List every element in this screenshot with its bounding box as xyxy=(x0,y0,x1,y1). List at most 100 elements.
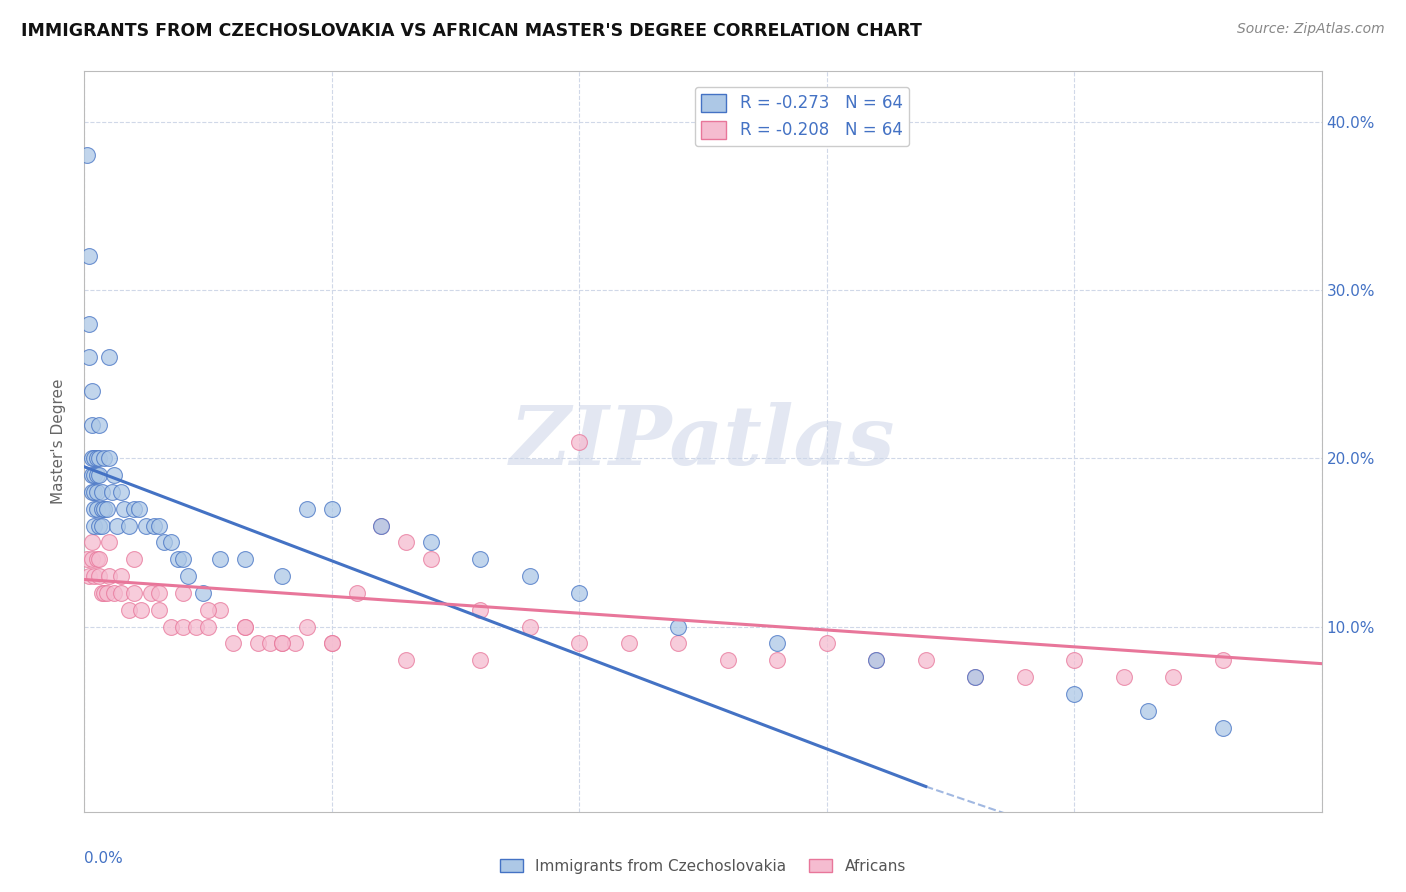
Point xyxy=(76,552,98,566)
Point xyxy=(86,468,108,483)
Point xyxy=(110,485,132,500)
Point xyxy=(118,518,141,533)
Point xyxy=(617,636,640,650)
Point xyxy=(160,535,183,549)
Point xyxy=(79,249,101,264)
Legend: R = -0.273   N = 64, R = -0.208   N = 64: R = -0.273 N = 64, R = -0.208 N = 64 xyxy=(695,87,910,146)
Point xyxy=(470,653,492,667)
Point xyxy=(89,518,111,533)
Point xyxy=(271,569,294,583)
Point xyxy=(80,535,103,549)
Point xyxy=(965,670,987,684)
Point xyxy=(103,586,125,600)
Point xyxy=(271,636,294,650)
Point xyxy=(259,636,281,650)
Point xyxy=(122,552,145,566)
Point xyxy=(815,636,838,650)
Point xyxy=(519,569,541,583)
Point xyxy=(148,586,170,600)
Point xyxy=(1212,653,1234,667)
Point xyxy=(470,552,492,566)
Point xyxy=(766,636,789,650)
Point xyxy=(914,653,936,667)
Point xyxy=(79,351,101,365)
Point xyxy=(295,501,318,516)
Point xyxy=(1063,687,1085,701)
Point xyxy=(1137,704,1160,718)
Text: IMMIGRANTS FROM CZECHOSLOVAKIA VS AFRICAN MASTER'S DEGREE CORRELATION CHART: IMMIGRANTS FROM CZECHOSLOVAKIA VS AFRICA… xyxy=(21,22,922,40)
Point xyxy=(76,148,98,162)
Point xyxy=(1063,653,1085,667)
Point xyxy=(110,569,132,583)
Point xyxy=(89,451,111,466)
Point xyxy=(86,552,108,566)
Point xyxy=(83,518,105,533)
Point xyxy=(470,603,492,617)
Point xyxy=(90,518,112,533)
Point xyxy=(141,586,163,600)
Point xyxy=(233,552,256,566)
Point xyxy=(568,434,591,449)
Y-axis label: Master's Degree: Master's Degree xyxy=(51,379,66,504)
Point xyxy=(86,501,108,516)
Point xyxy=(80,451,103,466)
Text: Source: ZipAtlas.com: Source: ZipAtlas.com xyxy=(1237,22,1385,37)
Point xyxy=(321,636,343,650)
Point xyxy=(172,586,194,600)
Point xyxy=(79,569,101,583)
Point xyxy=(666,619,689,633)
Point xyxy=(79,317,101,331)
Point xyxy=(419,535,441,549)
Point xyxy=(321,501,343,516)
Point xyxy=(568,586,591,600)
Point xyxy=(246,636,269,650)
Point xyxy=(90,586,112,600)
Point xyxy=(93,501,115,516)
Point xyxy=(100,485,122,500)
Point xyxy=(1014,670,1036,684)
Point xyxy=(80,552,103,566)
Point xyxy=(167,552,190,566)
Point xyxy=(395,653,418,667)
Point xyxy=(1161,670,1184,684)
Point xyxy=(105,518,128,533)
Point xyxy=(122,586,145,600)
Point xyxy=(233,619,256,633)
Point xyxy=(1212,721,1234,735)
Point xyxy=(519,619,541,633)
Point xyxy=(98,451,121,466)
Point xyxy=(96,586,118,600)
Point xyxy=(103,468,125,483)
Point xyxy=(370,518,392,533)
Point xyxy=(122,501,145,516)
Point xyxy=(93,451,115,466)
Point xyxy=(271,636,294,650)
Text: 0.0%: 0.0% xyxy=(84,851,124,865)
Point xyxy=(177,569,200,583)
Point xyxy=(766,653,789,667)
Point xyxy=(80,417,103,432)
Legend: Immigrants from Czechoslovakia, Africans: Immigrants from Czechoslovakia, Africans xyxy=(494,853,912,880)
Point xyxy=(135,518,157,533)
Point xyxy=(568,636,591,650)
Point xyxy=(96,501,118,516)
Point xyxy=(90,501,112,516)
Point xyxy=(83,501,105,516)
Point xyxy=(118,603,141,617)
Point xyxy=(86,451,108,466)
Point xyxy=(1112,670,1135,684)
Point xyxy=(209,603,232,617)
Point xyxy=(321,636,343,650)
Point xyxy=(191,586,214,600)
Point xyxy=(148,518,170,533)
Point xyxy=(152,535,174,549)
Point xyxy=(80,468,103,483)
Point xyxy=(90,485,112,500)
Point xyxy=(717,653,740,667)
Point xyxy=(83,468,105,483)
Point xyxy=(142,518,165,533)
Point xyxy=(80,485,103,500)
Point xyxy=(89,552,111,566)
Point xyxy=(233,619,256,633)
Point xyxy=(419,552,441,566)
